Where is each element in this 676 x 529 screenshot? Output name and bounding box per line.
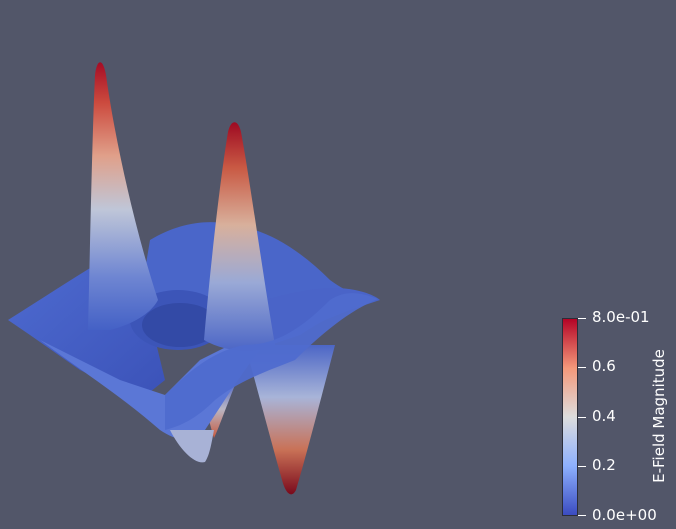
surface-trough-right — [245, 345, 335, 495]
surface-bowl-inner — [142, 303, 218, 347]
colorbar-tick-label-max: 8.0e-01 — [592, 308, 650, 326]
colorbar-tick-label: 0.4 — [592, 407, 616, 425]
surface-left-sheet — [8, 262, 165, 400]
colorbar-tick-label-min: 0.0e+00 — [592, 506, 657, 524]
colorbar-tick — [578, 466, 586, 467]
colorbar-title: E-Field Magnitude — [650, 349, 668, 483]
surface-fold — [170, 430, 214, 463]
surface-peak-left — [88, 62, 158, 330]
colorbar-tick — [578, 367, 586, 368]
colorbar-tick-label: 0.6 — [592, 357, 616, 375]
colorbar-tick — [578, 515, 586, 516]
surface-peak-right — [204, 122, 275, 352]
surface-front-sheet — [165, 293, 378, 430]
colorbar-tick-label: 0.2 — [592, 456, 616, 474]
colorbar-tick — [578, 417, 586, 418]
colorbar-gradient — [562, 318, 578, 516]
colorbar-tick — [578, 318, 586, 319]
